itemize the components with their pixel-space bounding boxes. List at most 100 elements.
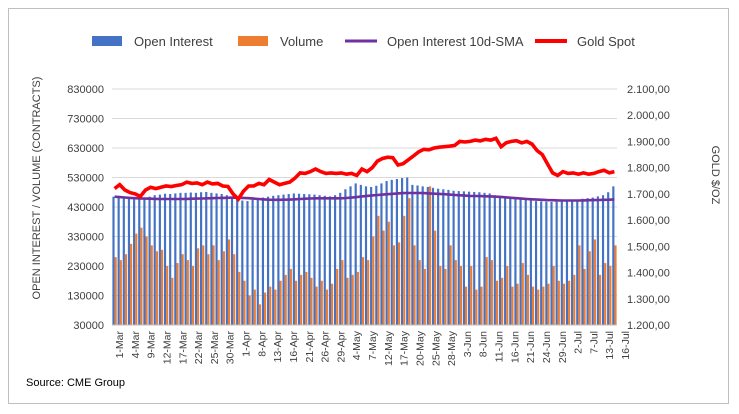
volume-bar xyxy=(238,271,241,325)
open-interest-bar xyxy=(406,177,409,325)
volume-bar xyxy=(588,251,591,325)
volume-bar xyxy=(361,257,365,325)
volume-bar xyxy=(609,266,612,325)
volume-bar xyxy=(176,263,179,325)
open-interest-bar xyxy=(601,195,605,325)
open-interest-bar xyxy=(442,189,445,325)
open-interest-bar xyxy=(504,197,507,325)
open-interest-bar xyxy=(370,186,373,325)
x-tick-label: 8-Apr xyxy=(256,331,268,357)
volume-bar xyxy=(294,280,298,325)
volume-bar xyxy=(346,277,349,325)
volume-bar xyxy=(207,254,210,325)
x-tick-label: 12-May xyxy=(383,330,395,366)
open-interest-bar xyxy=(344,189,347,325)
right-y-tick-label: 1.800,00 xyxy=(627,163,670,175)
volume-bar xyxy=(495,280,499,325)
x-tick-label: 4-Mar xyxy=(130,330,142,358)
open-interest-bars xyxy=(112,177,615,325)
volume-bar xyxy=(485,257,488,325)
right-y-tick-label: 1.700,00 xyxy=(627,189,670,201)
right-y-tick-label: 1.600,00 xyxy=(627,215,670,227)
volume-bar xyxy=(331,283,334,325)
left-y-tick-label: 130000 xyxy=(67,291,104,303)
right-y-tick-label: 1.400,00 xyxy=(627,268,670,280)
left-y-tick-label: 630000 xyxy=(67,143,104,155)
volume-bar xyxy=(181,254,184,325)
open-interest-bar xyxy=(210,192,213,325)
x-tick-label: 28-May xyxy=(446,330,458,366)
open-interest-bar xyxy=(452,190,455,325)
volume-bar xyxy=(562,283,566,325)
volume-bar xyxy=(320,280,323,325)
volume-bar xyxy=(501,277,504,325)
open-interest-bar xyxy=(395,178,398,325)
volume-bar xyxy=(418,260,421,325)
open-interest-bar xyxy=(153,195,156,325)
volume-bar xyxy=(372,236,375,325)
open-interest-bar xyxy=(328,196,332,325)
volume-bar xyxy=(140,227,143,325)
x-tick-label: 21-Apr xyxy=(304,330,316,362)
legend-label: Gold Spot xyxy=(577,34,635,49)
open-interest-bar xyxy=(215,193,218,325)
open-interest-bar xyxy=(169,194,172,325)
right-y-tick-label: 1.900,00 xyxy=(627,136,670,148)
volume-bar xyxy=(191,266,195,325)
volume-bar xyxy=(392,245,396,325)
x-tick-label: 24-Jun xyxy=(541,331,553,363)
open-interest-sma-line xyxy=(114,191,615,202)
volume-bar xyxy=(578,245,581,325)
volume-bar xyxy=(537,289,540,325)
right-y-tick-label: 1.300,00 xyxy=(627,294,670,306)
volume-bar xyxy=(289,268,292,325)
right-y-axis-title: GOLD $/OZ xyxy=(709,146,721,205)
open-interest-bar xyxy=(426,186,429,325)
volume-bar xyxy=(583,268,586,325)
volume-bar xyxy=(511,286,514,325)
left-y-tick-label: 30000 xyxy=(73,320,104,332)
x-tick-label: 29-Apr xyxy=(335,330,347,362)
open-interest-bar xyxy=(158,194,161,325)
open-interest-bar xyxy=(581,198,584,325)
open-interest-bar xyxy=(349,186,352,325)
open-interest-bar xyxy=(483,192,486,325)
open-interest-bar xyxy=(143,197,146,325)
left-y-tick-label: 330000 xyxy=(67,232,104,244)
open-interest-bar xyxy=(607,192,610,325)
volume-bar xyxy=(269,286,272,325)
left-y-tick-label: 430000 xyxy=(67,202,104,214)
open-interest-bar xyxy=(493,195,496,325)
gold-spot-line xyxy=(113,136,615,202)
volume-bar xyxy=(526,274,529,325)
open-interest-bar xyxy=(596,196,599,325)
open-interest-bar xyxy=(323,195,326,325)
volume-bar xyxy=(227,239,231,325)
volume-bar xyxy=(315,286,318,325)
x-tick-label: 25-Mar xyxy=(209,331,221,365)
volume-bar xyxy=(233,254,236,325)
open-interest-bar xyxy=(473,191,476,325)
open-interest-bar xyxy=(133,199,136,325)
open-interest-bar xyxy=(267,196,270,325)
volume-bar xyxy=(598,274,602,325)
x-tick-label: 7-May xyxy=(367,330,379,360)
volume-bar xyxy=(114,257,117,325)
open-interest-bar xyxy=(519,199,522,325)
open-interest-bar xyxy=(437,188,440,325)
volume-bar xyxy=(325,289,329,325)
volume-bar xyxy=(160,249,164,325)
volume-bar xyxy=(377,215,380,325)
legend-swatch xyxy=(92,36,122,46)
volume-bar xyxy=(186,260,189,325)
open-interest-bar xyxy=(421,186,424,325)
open-interest-bar xyxy=(205,191,208,325)
volume-bar xyxy=(124,254,128,325)
x-tick-label: 16-Jul xyxy=(620,331,632,360)
open-interest-bar xyxy=(225,195,228,325)
right-y-axis-ticks: 2.100,00 2.000,00 1.900,00 1.800,00 1.700,00… xyxy=(627,84,670,332)
source-caption: Source: CME Group xyxy=(26,377,126,389)
volume-bar xyxy=(521,263,524,325)
x-axis-ticks: 1-Mar 4-Mar 9-Mar 12-Mar 17-Mar 22-Mar 25-Mar 3… xyxy=(112,324,632,366)
x-tick-label: 20-May xyxy=(414,330,426,366)
